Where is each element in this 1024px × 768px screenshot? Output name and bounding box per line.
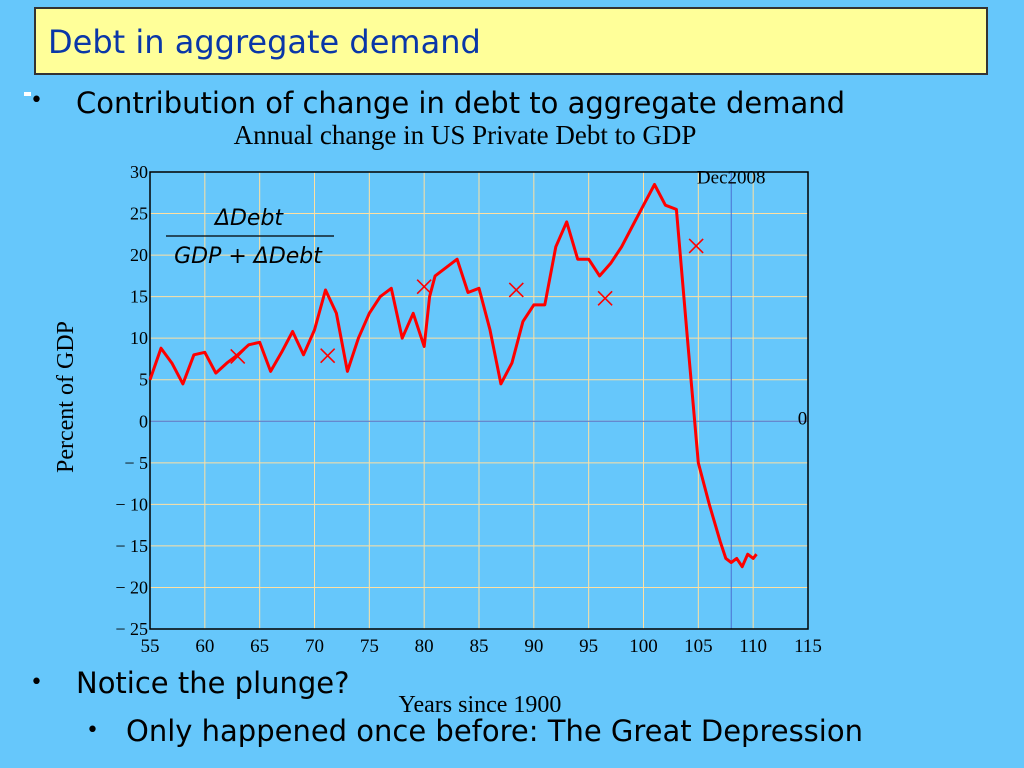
- y-tick-label: − 25: [115, 619, 148, 639]
- y-tick-label: 5: [139, 370, 148, 390]
- y-axis-label: Percent of GDP: [53, 321, 79, 473]
- y-tick-label: − 5: [124, 453, 148, 473]
- annotation-label: Dec2008: [697, 167, 766, 188]
- bullet-dot: •: [30, 670, 43, 695]
- y-tick-label: − 15: [115, 536, 148, 556]
- x-tick-label: 105: [684, 636, 713, 657]
- x-tick-label: 95: [579, 636, 598, 657]
- y-tick-label: − 20: [115, 577, 148, 597]
- y-tick-label: − 10: [115, 494, 148, 514]
- chart-title: Annual change in US Private Debt to GDP: [234, 120, 697, 150]
- formula-numerator: ΔDebt: [213, 206, 284, 231]
- series-line: [148, 183, 758, 569]
- bullet-text-2: Notice the plunge?: [76, 666, 350, 700]
- bullet-text-1: Contribution of change in debt to aggreg…: [76, 86, 846, 120]
- bullet-dot: •: [86, 718, 99, 743]
- x-tick-label: 55: [141, 636, 160, 657]
- slide-title: Debt in aggregate demand: [48, 23, 481, 61]
- data-marker: [688, 238, 704, 254]
- x-tick-label: 100: [629, 636, 658, 657]
- slide-marker: [24, 92, 31, 96]
- data-marker: [508, 282, 524, 298]
- x-axis-label: Years since 1900: [399, 692, 562, 718]
- y-tick-label: 25: [130, 204, 148, 224]
- x-tick-label: 80: [415, 636, 434, 657]
- y-tick-label: 10: [130, 328, 148, 348]
- annotation-label: 0: [798, 408, 808, 429]
- x-tick-label: 65: [250, 636, 269, 657]
- x-tick-label: 110: [739, 636, 767, 657]
- plot-area: 55 60 65 70 75 80 85 90 95 100 105 110 1153025201510…: [115, 162, 822, 657]
- data-marker: [416, 279, 432, 295]
- bullet-text-3: Only happened once before: The Great Dep…: [126, 714, 863, 748]
- formula: ΔDebt GDP + ΔDebt: [166, 206, 334, 269]
- slide-title-box: Debt in aggregate demand: [34, 7, 988, 75]
- plot-frame: [149, 171, 809, 630]
- x-tick-label: 90: [524, 636, 543, 657]
- x-tick-label: 115: [794, 636, 822, 657]
- x-tick-label: 70: [305, 636, 324, 657]
- data-marker: [230, 348, 246, 365]
- formula-denominator: GDP + ΔDebt: [174, 244, 323, 269]
- y-tick-label: 0: [139, 411, 148, 431]
- data-marker: [597, 290, 613, 306]
- x-tick-label: 85: [470, 636, 489, 657]
- x-tick-label: 75: [360, 636, 379, 657]
- data-marker: [320, 348, 336, 364]
- x-tick-label: 60: [195, 636, 214, 657]
- y-tick-label: 20: [130, 245, 148, 265]
- y-tick-label: 15: [130, 287, 148, 307]
- y-tick-label: 30: [130, 162, 148, 182]
- bullet-dot: •: [30, 88, 43, 113]
